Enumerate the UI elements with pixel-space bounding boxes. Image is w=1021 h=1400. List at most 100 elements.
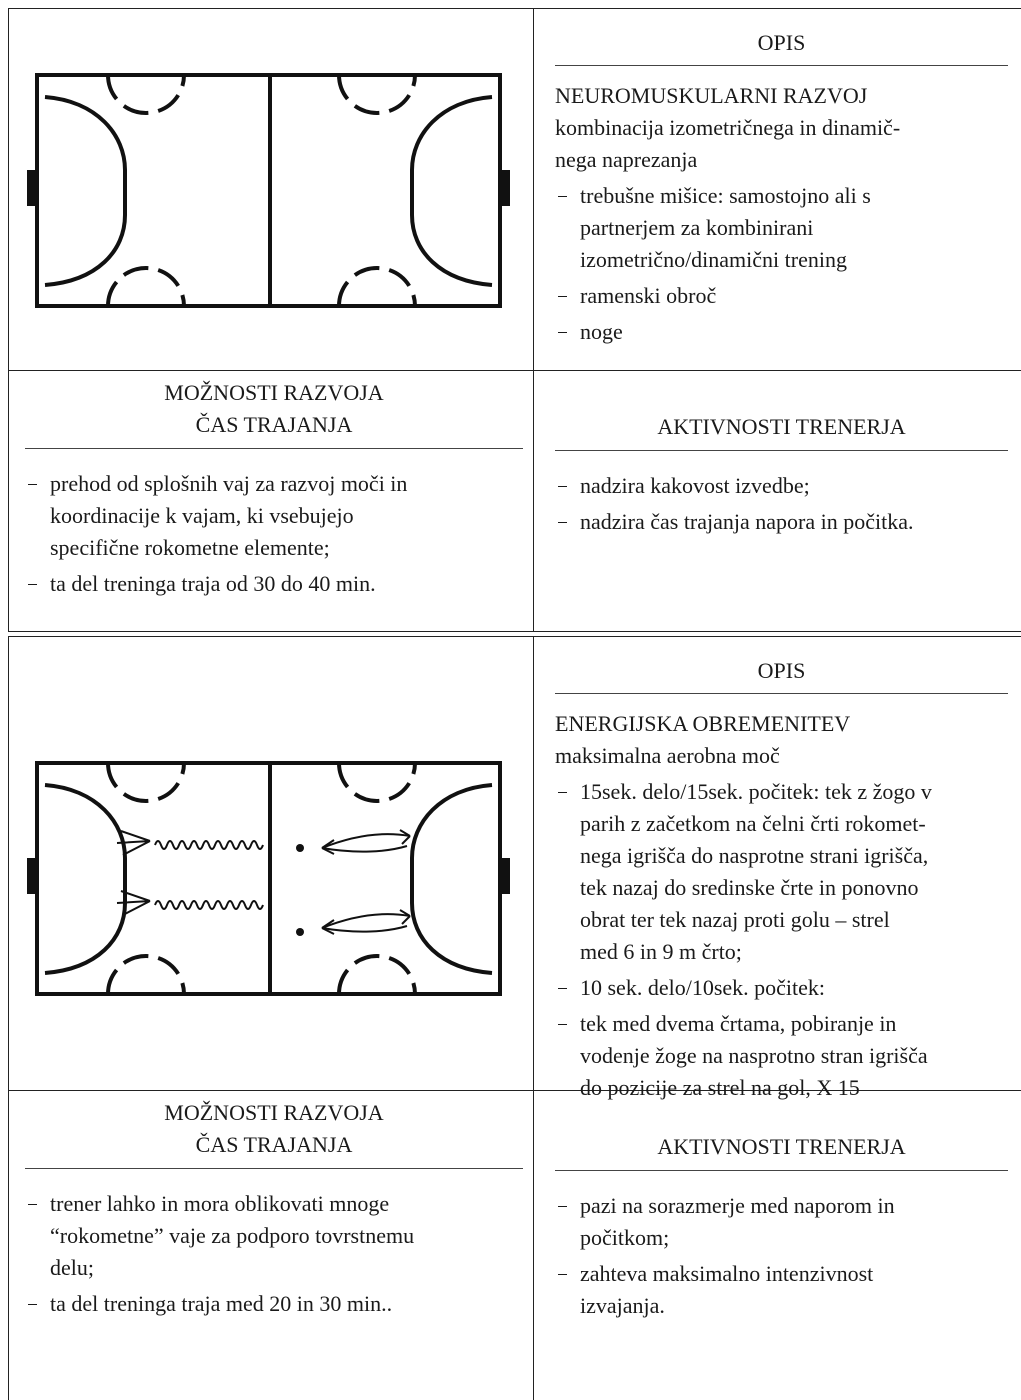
list-item: nadzira čas trajanja napora in počitka. <box>555 506 1008 538</box>
bullet-dash <box>558 332 567 333</box>
court-arc <box>106 74 186 115</box>
list-item: noge <box>555 316 1008 348</box>
item-line: tek nazaj do sredinske črte in ponovno <box>580 875 919 900</box>
bullet-dash <box>28 1304 37 1305</box>
arrow-head <box>321 909 411 935</box>
goal-area <box>44 95 127 287</box>
coach-cell: AKTIVNOSTI TRENERJA nadzira kakovost izve… <box>555 411 1008 538</box>
divider <box>8 370 1021 371</box>
item-line: prehod od splošnih vaj za razvoj moči in <box>50 471 408 496</box>
item-line: tek med dvema črtama, pobiranje in <box>580 1011 897 1036</box>
item-line: trebušne mišice: samostojno ali s <box>580 183 871 208</box>
court-arc <box>337 954 417 995</box>
divider <box>8 1090 1021 1091</box>
item-line: do pozicije za strel na gol, X 15 <box>580 1075 860 1100</box>
court-arc <box>106 954 186 995</box>
court-arc <box>337 762 417 803</box>
bullet-dash <box>558 792 567 793</box>
heading-rule <box>25 1168 523 1169</box>
item-line: počitkom; <box>580 1225 670 1250</box>
goal-area <box>410 783 493 975</box>
bullet-dash <box>558 1206 567 1207</box>
dribble-path <box>154 840 264 850</box>
item-line: specifične rokometne elemente; <box>50 535 330 560</box>
item-line: izvajanja. <box>580 1293 665 1318</box>
item-line: nadzira čas trajanja napora in počitka. <box>580 509 914 534</box>
item-line: ta del treninga traja med 20 in 30 min.. <box>50 1291 393 1316</box>
description-cell: OPIS NEUROMUSKULARNI RAZVOJ kombinacija iz… <box>555 27 1008 348</box>
heading-rule <box>555 1170 1008 1171</box>
list-item: ta del treninga traja med 20 in 30 min.. <box>25 1288 523 1320</box>
divider <box>533 8 534 632</box>
list-item: 15sek. delo/15sek. počitek: tek z žogo v… <box>555 776 1008 968</box>
development-cell: MOŽNOSTI RAZVOJA ČAS TRAJANJA prehod od sp… <box>25 377 523 600</box>
item-line: ramenski obroč <box>580 283 717 308</box>
court-diagram <box>27 761 510 996</box>
bullet-dash <box>558 196 567 197</box>
list-item: 10 sek. delo/10sek. počitek: <box>555 972 1008 1004</box>
list-item: zahteva maksimalno intenzivnost izvajanja… <box>555 1258 1008 1322</box>
goal <box>500 858 510 894</box>
item-line: obrat ter tek nazaj proti golu – strel <box>580 907 890 932</box>
section-heading: AKTIVNOSTI TRENERJA <box>657 1134 906 1159</box>
card-border <box>8 636 1021 1400</box>
run-path <box>321 913 411 933</box>
intro-line: nega naprezanja <box>555 147 698 172</box>
exercise-title: ENERGIJSKA OBREMENITEV <box>555 711 851 736</box>
item-line: partnerjem za kombinirani <box>580 215 814 240</box>
list-item: ta del treninga traja od 30 do 40 min. <box>25 568 523 600</box>
dribble-path <box>154 900 264 910</box>
development-cell: MOŽNOSTI RAZVOJA ČAS TRAJANJA trener lahko… <box>25 1097 523 1320</box>
heading-rule <box>555 450 1008 451</box>
goal <box>27 170 37 206</box>
arrow-head <box>116 830 151 856</box>
list-item: tek med dvema črtama, pobiranje in vodenj… <box>555 1008 1008 1104</box>
item-line: nadzira kakovost izvedbe; <box>580 473 810 498</box>
item-line: trener lahko in mora oblikovati mnoge <box>50 1191 390 1216</box>
section-heading: MOŽNOSTI RAZVOJA <box>164 380 384 405</box>
bullet-dash <box>558 296 567 297</box>
court-diagram <box>27 73 510 308</box>
bullet-dash <box>558 522 567 523</box>
goal-area <box>410 95 493 287</box>
item-line: 10 sek. delo/10sek. počitek: <box>580 975 826 1000</box>
goal-area <box>44 783 127 975</box>
court-arc <box>337 74 417 115</box>
arrow-head <box>321 829 411 855</box>
item-line: vodenje žoge na nasprotno stran igrišča <box>580 1043 928 1068</box>
card-border <box>8 8 1021 632</box>
section-heading: ČAS TRAJANJA <box>195 412 353 437</box>
ball <box>296 928 304 936</box>
bullet-dash <box>558 486 567 487</box>
arrow-head <box>116 890 151 916</box>
exercise-title: NEUROMUSKULARNI RAZVOJ <box>555 83 868 108</box>
goal <box>27 858 37 894</box>
list-item: pazi na sorazmerje med naporom in počitko… <box>555 1190 1008 1254</box>
coach-cell: AKTIVNOSTI TRENERJA pazi na sorazmerje me… <box>555 1131 1008 1322</box>
section-heading: OPIS <box>757 30 806 55</box>
court-arc <box>106 266 186 307</box>
item-line: noge <box>580 319 623 344</box>
heading-rule <box>555 693 1008 694</box>
item-line: “rokometne” vaje za podporo tovrstnemu <box>50 1223 415 1248</box>
item-line: ta del treninga traja od 30 do 40 min. <box>50 571 376 596</box>
list-item: prehod od splošnih vaj za razvoj moči in… <box>25 468 523 564</box>
heading-rule <box>25 448 523 449</box>
section-heading: ČAS TRAJANJA <box>195 1132 353 1157</box>
bullet-dash <box>558 1274 567 1275</box>
item-line: parih z začetkom na čelni črti rokomet- <box>580 811 926 836</box>
list-item: ramenski obroč <box>555 280 1008 312</box>
item-line: delu; <box>50 1255 94 1280</box>
bullet-dash <box>28 584 37 585</box>
item-line: pazi na sorazmerje med naporom in <box>580 1193 895 1218</box>
item-line: nega igrišča do nasprotne strani igrišča… <box>580 843 929 868</box>
item-line: zahteva maksimalno intenzivnost <box>580 1261 874 1286</box>
item-line: med 6 in 9 m črto; <box>580 939 742 964</box>
bullet-dash <box>28 1204 37 1205</box>
bullet-dash <box>558 1024 567 1025</box>
bullet-dash <box>28 484 37 485</box>
item-line: 15sek. delo/15sek. počitek: tek z žogo v <box>580 779 932 804</box>
court-arc <box>106 762 186 803</box>
heading-rule <box>555 65 1008 66</box>
intro-line: maksimalna aerobna moč <box>555 743 780 768</box>
